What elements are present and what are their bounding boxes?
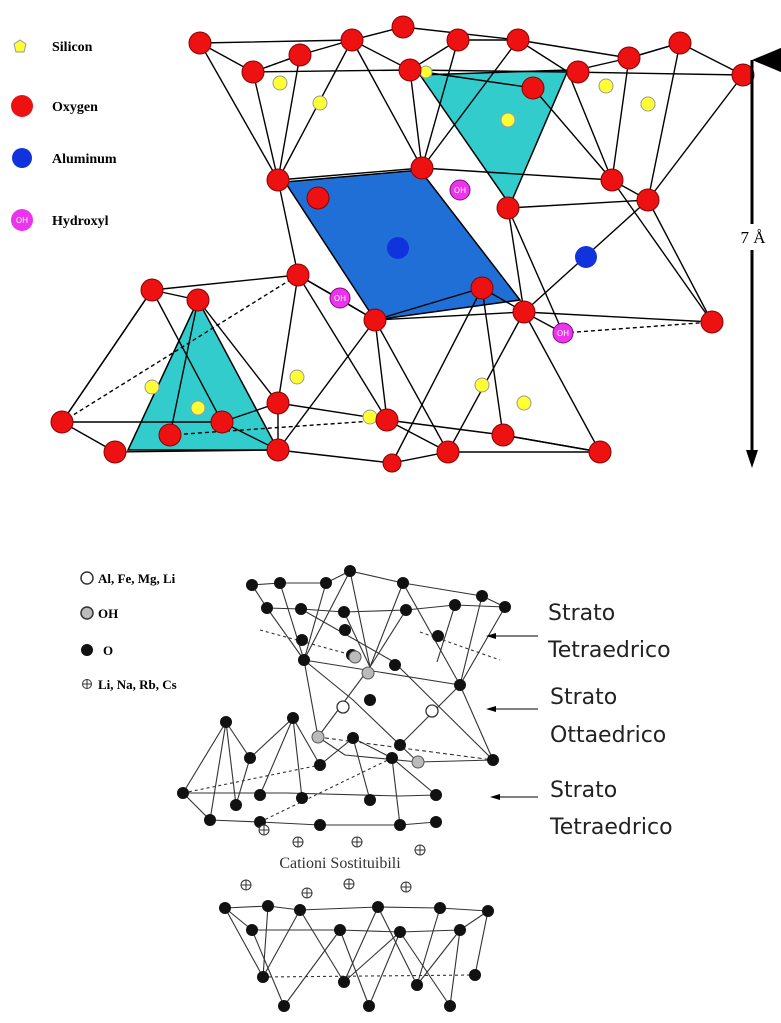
silicon-atoms bbox=[144, 65, 656, 425]
oxygen-atoms-bottom bbox=[177, 565, 511, 1012]
phyllosilicate-layer-diagram: Cationi Sostituibili Strato Tetraedrico … bbox=[177, 565, 673, 1012]
layer-bonds bbox=[182, 570, 506, 1007]
aluminum-legend-icon bbox=[12, 148, 32, 168]
legend-silicon-label: Silicon bbox=[52, 40, 93, 55]
svg-text:OH: OH bbox=[16, 216, 28, 225]
layer-1-line1: Strato bbox=[548, 601, 615, 626]
layer-2-line1: Strato bbox=[550, 685, 617, 710]
svg-text:OH: OH bbox=[334, 294, 346, 303]
black-circle-legend-icon bbox=[81, 644, 93, 656]
layer-labels: Strato Tetraedrico Strato Ottaedrico Str… bbox=[486, 601, 673, 840]
hydroxyl-atoms-bottom bbox=[311, 650, 425, 769]
legend-hydroxyl-label: Hydroxyl bbox=[52, 214, 109, 229]
top-legend: Silicon Oxygen Aluminum OH Hydroxyl bbox=[11, 39, 117, 231]
dimension-label: 7 Å bbox=[740, 228, 766, 247]
kaolinite-structure-diagram: OH OH OH 7 Å bbox=[50, 15, 781, 473]
oxygen-atoms bbox=[50, 15, 755, 473]
hydroxyl-legend-icon bbox=[11, 209, 33, 231]
open-circle-legend-icon bbox=[80, 571, 94, 585]
layer-3-line1: Strato bbox=[550, 778, 617, 803]
silicon-tetrahedron-highlight-upper bbox=[418, 69, 570, 207]
layer-2-line2: Ottaedrico bbox=[550, 723, 666, 748]
legend-aluminum-label: Aluminum bbox=[52, 152, 117, 167]
aluminum-atoms bbox=[387, 237, 597, 268]
oxygen-legend-icon bbox=[11, 95, 33, 117]
svg-text:OH: OH bbox=[557, 329, 569, 338]
legend-exchangeable-cations: Li, Na, Rb, Cs bbox=[98, 677, 177, 692]
legend-oxygen: O bbox=[103, 643, 113, 658]
octahedral-cations bbox=[336, 700, 439, 718]
layer-1-line2: Tetraedrico bbox=[547, 638, 671, 663]
silicon-legend-icon bbox=[13, 39, 27, 53]
grey-circle-legend-icon bbox=[80, 606, 94, 620]
svg-text:OH: OH bbox=[454, 186, 466, 195]
legend-cations-octahedral: Al, Fe, Mg, Li bbox=[98, 571, 176, 586]
bottom-legend: Al, Fe, Mg, Li OH O Li, Na, Rb, Cs bbox=[80, 571, 177, 692]
hydroxyl-groups: OH OH OH bbox=[329, 179, 574, 344]
layer-3-line2: Tetraedrico bbox=[549, 815, 673, 840]
legend-oxygen-label: Oxygen bbox=[52, 100, 98, 115]
legend-hydroxyl: OH bbox=[98, 606, 118, 621]
cations-label: Cationi Sostituibili bbox=[279, 855, 401, 872]
silicon-tetrahedron-highlight-lower bbox=[126, 298, 280, 451]
